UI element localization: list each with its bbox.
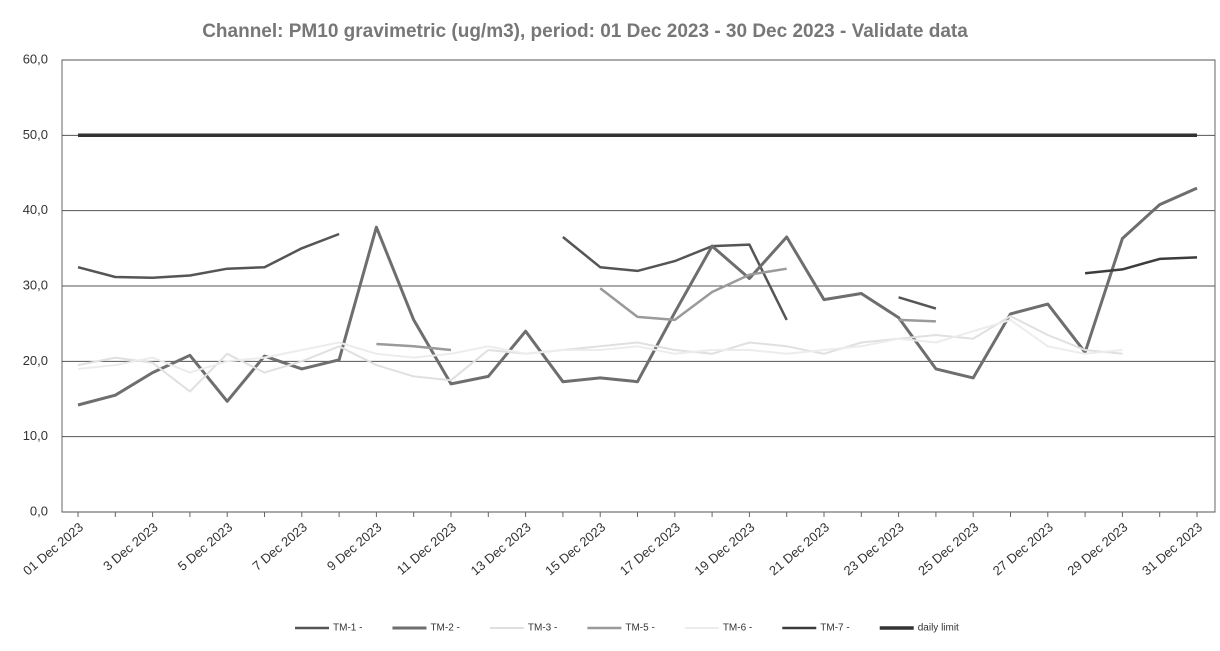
x-tick-label: 15 Dec 2023 (542, 519, 608, 578)
series-line (77, 315, 1123, 393)
y-tick-label: 30,0 (23, 277, 48, 292)
x-tick-label: 25 Dec 2023 (915, 519, 981, 578)
legend-label: TM-7 - (820, 623, 849, 634)
x-tick-label: 17 Dec 2023 (617, 519, 683, 578)
x-tick-label: 3 Dec 2023 (100, 519, 161, 573)
y-tick-label: 20,0 (23, 353, 48, 368)
chart-title: Channel: PM10 gravimetric (ug/m3), perio… (202, 21, 968, 42)
x-tick-label: 23 Dec 2023 (841, 519, 907, 578)
x-tick-label: 19 Dec 2023 (691, 519, 757, 578)
x-tick-label: 11 Dec 2023 (394, 519, 459, 577)
legend-label: TM-6 - (723, 623, 752, 634)
x-tick-label: 29 Dec 2023 (1064, 519, 1130, 578)
y-tick-label: 50,0 (23, 127, 48, 142)
series-line (1084, 256, 1198, 275)
legend-label: TM-1 - (333, 623, 362, 634)
x-tick-label: 9 Dec 2023 (324, 519, 385, 573)
x-tick-label: 7 Dec 2023 (249, 519, 310, 573)
legend-label: daily limit (918, 623, 959, 634)
y-tick-label: 10,0 (23, 428, 48, 443)
series-line (77, 232, 937, 321)
series-line (77, 186, 1198, 407)
y-tick-label: 60,0 (23, 51, 48, 66)
y-tick-label: 40,0 (23, 202, 48, 217)
legend-label: TM-2 - (430, 623, 459, 634)
legend-label: TM-5 - (625, 623, 654, 634)
x-tick-label: 5 Dec 2023 (175, 519, 236, 573)
x-tick-label: 27 Dec 2023 (990, 519, 1056, 578)
x-tick-label: 01 Dec 2023 (20, 519, 86, 578)
legend-label: TM-3 - (528, 623, 557, 634)
series-line (376, 267, 936, 352)
x-tick-label: 31 Dec 2023 (1139, 519, 1205, 578)
series-line (77, 318, 1123, 374)
x-tick-label: 13 Dec 2023 (468, 519, 534, 578)
y-tick-label: 0,0 (30, 503, 48, 518)
x-tick-label: 21 Dec 2023 (766, 519, 832, 578)
